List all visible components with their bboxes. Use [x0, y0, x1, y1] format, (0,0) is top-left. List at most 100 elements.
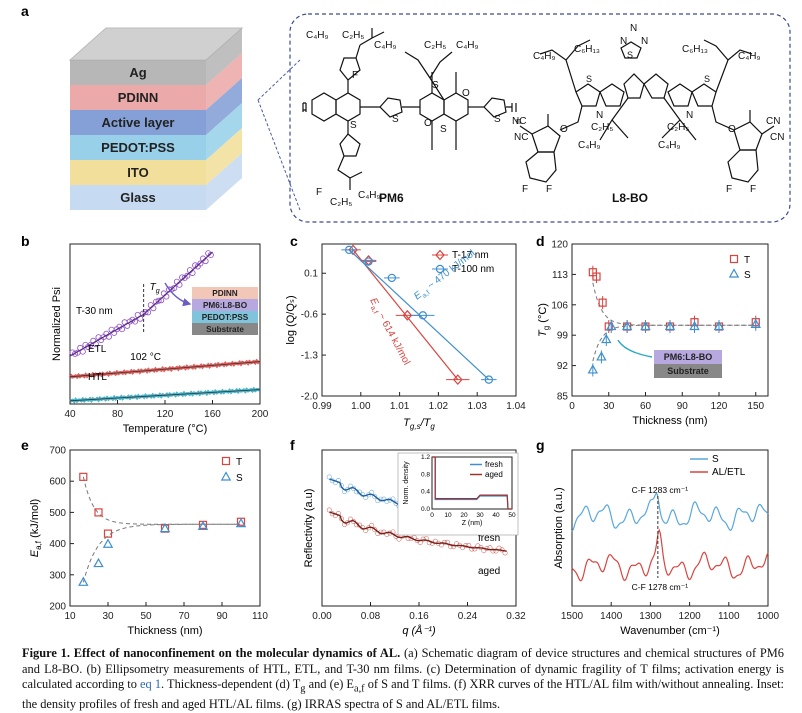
chart-b-label-t30: T-30 nm — [76, 306, 113, 317]
chart-g-series-0 — [571, 492, 769, 532]
caption-text-4: of S and T films. (f) XRR curves of the … — [22, 677, 784, 712]
chart-d-xtick-label: 60 — [640, 401, 652, 412]
chart-b-t30-point — [197, 260, 204, 267]
chart-f-point-fresh — [338, 483, 344, 489]
chart-b-inset-label: PDINN — [212, 289, 238, 298]
panel-letter-g: g — [536, 437, 545, 453]
chart-d-inset-layer-0 — [654, 350, 722, 364]
chart-f-xrr: 0.00 0.08 0.16 0.24 0.32 q (Å⁻¹) Reflectivity … — [303, 449, 526, 637]
svg-text:N: N — [596, 110, 603, 121]
chart-e-ytick-label: 200 — [49, 602, 66, 613]
chart-c-ytick-label: -2.0 — [301, 392, 319, 403]
chart-e-activation-energy: 10 30 50 70 90 110 200 300 400 500 600 700 Thickness… — [29, 446, 268, 638]
chart-d-xlabel: Thickness (nm) — [632, 415, 707, 427]
chart-e-point — [197, 520, 209, 531]
l8bo-labels: N N N S C₄H₉ C₆H₁₃ C₆H₁₃ C₄H₉ N N S S C₂… — [512, 23, 784, 205]
svg-text:S: S — [350, 120, 357, 131]
svg-text:C₄H₉: C₄H₉ — [738, 51, 761, 62]
chart-d-xtick-label: 30 — [603, 401, 615, 412]
chart-f-inset-frame — [431, 456, 513, 510]
chart-d-point — [621, 320, 633, 331]
chart-c-legend-marker — [435, 249, 445, 261]
svg-text:CN: CN — [770, 132, 784, 143]
chart-f-inset-ytick: 1.2 — [421, 454, 430, 461]
chart-g-xlabel: Wavenumber (cm⁻¹) — [620, 625, 720, 637]
svg-text:C₄H₉: C₄H₉ — [358, 190, 381, 201]
stack-layer-label: Active layer — [102, 115, 175, 130]
chart-d-point — [596, 351, 607, 361]
panel-letter-d: d — [536, 233, 545, 249]
svg-text:NC: NC — [512, 116, 526, 127]
chart-g-frame — [571, 449, 769, 607]
chart-b-inset-label: Substrate — [206, 325, 244, 334]
chart-e-point — [94, 508, 103, 517]
chart-e-xtick-label: 110 — [252, 611, 268, 622]
chart-e-point — [78, 576, 89, 586]
panel-letter-a: a — [21, 3, 29, 19]
chart-b-t30-point — [155, 297, 162, 304]
chart-d-point — [587, 364, 599, 374]
chart-g-xtick-label: 1000 — [757, 611, 780, 622]
chart-d-inset-label: PM6:L8-BO — [664, 352, 713, 362]
chart-f-point-aged — [420, 536, 426, 542]
svg-text:C₄H₉: C₄H₉ — [658, 140, 681, 151]
svg-text:C₄H₉: C₄H₉ — [306, 30, 329, 41]
pm6-labels: C₄H₉ C₂H₅ F C₄H₉ C₂H₅ C₄H₉ S S S S S O O… — [306, 30, 521, 208]
svg-text:S: S — [627, 50, 633, 60]
chart-e-ytick-label: 300 — [49, 570, 66, 581]
svg-text:S: S — [704, 74, 710, 84]
chart-f-point-aged — [472, 546, 478, 552]
chart-f-inset-xtick: 40 — [492, 512, 500, 519]
stack-side-4 — [206, 128, 242, 185]
svg-text:CN: CN — [766, 116, 780, 127]
chart-b-inset-layer-3 — [192, 323, 258, 335]
stack-layer-label: Ag — [129, 65, 146, 80]
chart-c-point — [418, 311, 428, 320]
svg-text:F: F — [546, 184, 552, 195]
chart-f-point-aged — [490, 548, 496, 554]
chart-f-point-aged — [338, 516, 344, 522]
pm6-structure — [302, 28, 517, 190]
molecule-frame — [289, 13, 791, 223]
chart-d-legend-label: S — [744, 270, 751, 281]
svg-text:C₂H₅: C₂H₅ — [667, 122, 689, 133]
chart-b-fit-etl — [69, 361, 261, 378]
chart-e-trend-1 — [82, 523, 241, 583]
chart-c-xlabel: Tg,s/Tg — [403, 417, 435, 431]
svg-text:PM6: PM6 — [379, 191, 404, 205]
caption-sub-g: g — [300, 683, 306, 695]
svg-text:O: O — [728, 124, 736, 135]
chart-d-point — [605, 320, 617, 331]
chart-f-inset-xtick: 50 — [508, 512, 516, 519]
chart-c-fit-0 — [352, 249, 459, 380]
chart-d-inset-layer-1 — [654, 364, 722, 378]
svg-text:C₂H₅: C₂H₅ — [424, 40, 446, 51]
chart-b-xlabel: Temperature (°C) — [123, 423, 207, 435]
stack-side-0 — [206, 28, 242, 85]
chart-c-fragility: 0.99 1.00 1.01 1.02 1.03 1.04 0.1 -0.6 -1.3 -2.0 T… — [285, 243, 526, 431]
chart-b-xtick-label: 40 — [64, 409, 76, 420]
svg-text:F: F — [316, 187, 322, 198]
chart-f-inset-xtick: 30 — [476, 512, 484, 519]
svg-text:F: F — [726, 184, 732, 195]
chart-e-legend-label: S — [236, 473, 243, 484]
chart-d-ytick-label: 113 — [552, 270, 568, 281]
chart-f-point-fresh — [326, 474, 332, 480]
chart-c-frame — [321, 243, 517, 397]
svg-text:N: N — [620, 36, 627, 47]
chart-b-label-tg: Tg — [150, 282, 160, 295]
chart-d-inset-arrow — [617, 339, 653, 358]
caption-eq-link[interactable]: eq 1 — [140, 677, 162, 692]
stack-side-5 — [206, 153, 242, 210]
chart-c-point — [364, 257, 373, 266]
chart-d-xtick-label: 120 — [711, 401, 728, 412]
chart-d-point — [664, 320, 676, 331]
chart-e-xtick-label: 90 — [216, 611, 228, 622]
chart-d-xtick-label: 150 — [747, 401, 764, 412]
chart-b-xtick-label: 120 — [157, 409, 174, 420]
chart-b-label-htl: HTL — [88, 372, 107, 383]
chart-b-t30-point — [184, 272, 191, 279]
chart-g-xtick-label: 1500 — [561, 611, 584, 622]
chart-f-inset-legend-label: fresh — [485, 460, 503, 469]
stack-layer-4 — [70, 160, 206, 185]
